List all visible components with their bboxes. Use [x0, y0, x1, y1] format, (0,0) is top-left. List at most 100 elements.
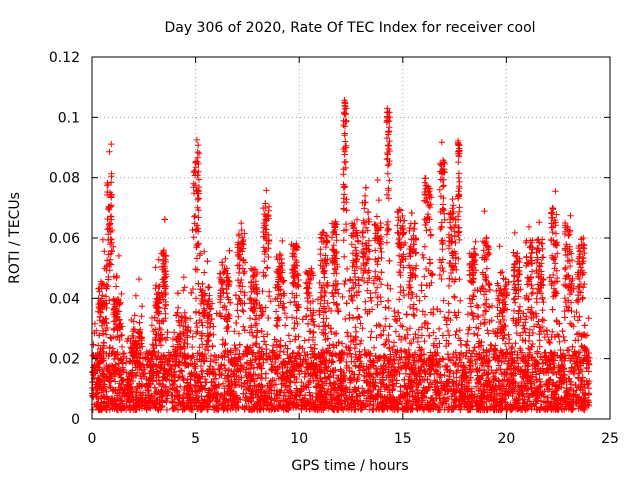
data-point — [563, 303, 570, 310]
data-point — [263, 264, 271, 271]
data-point — [421, 337, 428, 345]
data-point — [264, 331, 271, 338]
data-point — [123, 355, 130, 362]
data-point — [247, 357, 254, 364]
data-point — [219, 336, 227, 343]
data-point — [536, 337, 543, 344]
data-point — [393, 317, 401, 324]
data-point — [305, 336, 313, 343]
data-point — [194, 142, 202, 149]
data-point — [521, 316, 529, 323]
data-point — [148, 322, 156, 329]
data-point — [450, 293, 458, 300]
data-point — [585, 368, 592, 375]
data-point — [554, 250, 561, 257]
data-point — [282, 322, 289, 329]
data-point — [152, 264, 159, 271]
data-point — [257, 374, 264, 382]
data-point — [114, 406, 121, 414]
data-point — [486, 348, 493, 355]
data-point — [481, 319, 489, 326]
data-point — [475, 313, 482, 321]
data-point — [357, 320, 364, 327]
data-point — [352, 328, 360, 336]
data-point — [550, 271, 557, 279]
data-point — [406, 325, 414, 332]
data-point — [360, 363, 367, 370]
data-point — [373, 370, 380, 377]
data-point — [354, 305, 361, 312]
data-point — [568, 307, 575, 315]
data-point — [174, 304, 182, 311]
data-point — [235, 355, 242, 362]
data-point — [522, 329, 529, 336]
data-point — [286, 338, 294, 345]
data-point — [440, 297, 447, 304]
data-point — [466, 324, 473, 331]
data-point — [262, 304, 269, 311]
data-point — [484, 327, 491, 334]
data-point — [153, 356, 160, 363]
data-point — [197, 250, 204, 257]
data-point — [564, 307, 572, 314]
data-point — [118, 331, 126, 339]
data-point — [344, 395, 351, 402]
data-point — [267, 298, 274, 305]
data-point — [232, 345, 239, 352]
data-point — [349, 297, 356, 304]
data-point — [536, 370, 543, 377]
data-point — [370, 344, 378, 351]
data-point — [337, 371, 344, 379]
data-point — [549, 306, 556, 313]
data-point — [407, 284, 414, 291]
data-point — [196, 356, 203, 363]
points-layer — [89, 97, 593, 414]
data-point — [330, 344, 338, 351]
data-point — [446, 332, 453, 339]
data-point — [276, 348, 284, 355]
data-point — [533, 376, 540, 384]
data-point — [310, 377, 317, 385]
data-point — [419, 397, 426, 404]
data-point — [288, 314, 296, 321]
data-point — [199, 367, 207, 374]
data-point — [276, 342, 283, 349]
data-point — [472, 360, 479, 368]
data-point — [472, 238, 479, 245]
data-point — [433, 370, 441, 377]
data-point — [402, 370, 409, 377]
data-point — [414, 334, 422, 341]
data-point — [89, 406, 97, 413]
data-point — [525, 362, 532, 369]
data-point — [132, 292, 140, 299]
data-point — [301, 348, 308, 356]
data-point — [350, 358, 358, 365]
data-point — [585, 315, 592, 322]
data-point — [512, 340, 519, 347]
data-point — [289, 290, 296, 297]
data-point — [263, 187, 270, 194]
data-point — [178, 367, 185, 374]
data-point — [343, 300, 350, 307]
data-point — [525, 223, 533, 231]
data-point — [456, 377, 463, 385]
data-point — [313, 354, 320, 362]
data-point — [573, 297, 581, 304]
data-point — [155, 349, 162, 357]
data-point — [561, 337, 568, 344]
data-point — [376, 376, 384, 383]
data-point — [193, 330, 200, 337]
data-point — [101, 248, 108, 255]
data-point — [467, 362, 474, 370]
data-point — [438, 139, 445, 146]
data-point — [196, 349, 203, 357]
data-point — [392, 328, 400, 335]
data-point — [385, 305, 393, 312]
data-point — [519, 356, 526, 364]
data-point — [501, 322, 508, 329]
data-point — [382, 315, 390, 322]
data-point — [231, 328, 238, 335]
data-point — [479, 311, 487, 319]
data-point — [266, 288, 273, 295]
data-point — [397, 336, 405, 344]
